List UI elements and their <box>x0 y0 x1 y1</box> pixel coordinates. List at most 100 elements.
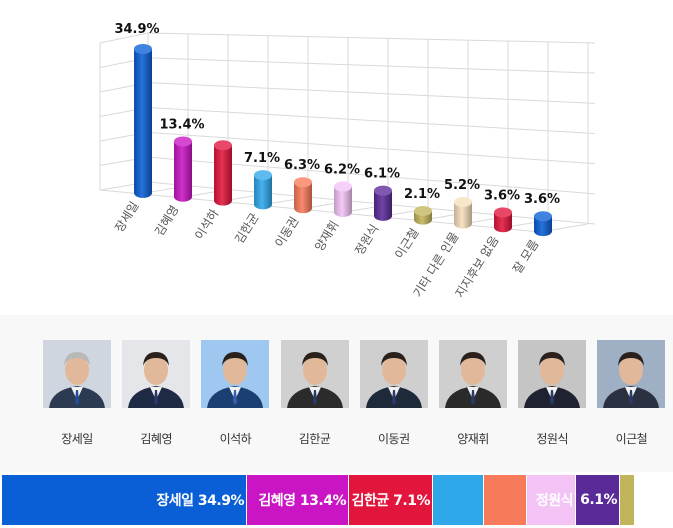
candidate-name: 이동권 <box>377 432 410 446</box>
candidate-name: 김혜영 <box>140 432 172 446</box>
bar-chart: 34.9% 13.4% 7.1% 6.3% 6.2% 6.1% 2.1% 5.2% 3.6% 3.… <box>99 22 596 300</box>
candidate-photo <box>518 340 587 408</box>
value-label-6: 6.1% <box>364 167 400 182</box>
candidate-name: 양재휘 <box>457 432 489 446</box>
value-label-9: 3.6% <box>484 188 520 203</box>
value-label-5: 6.2% <box>324 162 360 177</box>
category-label-5: 양재휘 <box>312 218 341 254</box>
grid-line <box>147 107 596 134</box>
category-label-3: 김한균 <box>232 211 261 247</box>
value-label-10: 3.6% <box>524 192 560 207</box>
bar-9 <box>494 207 512 233</box>
grid-line <box>147 82 596 104</box>
summary-segment-2: 김한균 7.1% <box>349 475 432 525</box>
candidate-photo <box>439 340 507 408</box>
value-label-3: 7.1% <box>244 151 280 166</box>
value-label-1: 13.4% <box>159 117 204 132</box>
bar-body <box>534 216 552 237</box>
candidate-card-5: 양재휘 <box>437 340 509 447</box>
summary-segment-7 <box>620 475 634 525</box>
bar-body <box>294 182 312 214</box>
bar-body <box>254 175 272 210</box>
category-label-7: 이근철 <box>392 226 421 262</box>
bar-4 <box>294 177 312 214</box>
bar-body <box>334 186 352 217</box>
candidate-photo <box>597 340 666 408</box>
candidate-card-7: 이근철 <box>595 340 667 447</box>
summary-segment-label: 장세일 34.9% <box>156 493 244 509</box>
candidate-name: 정원식 <box>536 432 568 446</box>
candidate-photo <box>201 340 270 408</box>
grid-line <box>147 131 596 165</box>
bar-10 <box>534 211 552 237</box>
summary-segment-1: 김혜영 13.4% <box>247 475 348 525</box>
candidate-panel: 장세일 김혜영 이석하 <box>0 315 673 472</box>
candidate-name: 이석하 <box>219 432 252 446</box>
candidate-photo <box>43 340 111 408</box>
bar-top <box>534 211 552 222</box>
bar-body <box>134 48 152 198</box>
category-label-4: 이동권 <box>272 214 301 250</box>
candidate-card-2: 이석하 <box>199 340 271 447</box>
candidate-name: 이근철 <box>615 432 648 446</box>
bar-6 <box>374 185 392 221</box>
summary-segment-6: 6.1% <box>576 475 619 525</box>
summary-segment-0: 장세일 34.9% <box>2 475 246 525</box>
bar-1 <box>174 136 192 202</box>
bar-top <box>454 197 472 208</box>
category-label-10: 잘 모름 <box>510 237 541 276</box>
bar-body <box>174 141 192 202</box>
bar-top <box>294 177 312 188</box>
grid-line <box>147 57 596 74</box>
category-label-0: 장세일 <box>112 199 141 235</box>
category-label-2: 이석하 <box>192 207 221 243</box>
value-label-8: 5.2% <box>444 178 480 193</box>
bar-top <box>214 140 232 151</box>
category-label-1: 김혜영 <box>152 203 181 239</box>
bar-body <box>494 212 512 233</box>
bar-top <box>174 136 192 147</box>
value-label-0: 34.9% <box>114 22 159 37</box>
summary-segment-label: 정원식 <box>535 493 574 509</box>
grid-line <box>99 32 149 44</box>
value-label-7: 2.1% <box>404 187 440 202</box>
category-label-9: 지지후보 없음 <box>453 233 502 300</box>
bar-top <box>254 170 272 181</box>
value-labels: 34.9% 13.4% 7.1% 6.3% 6.2% 6.1% 2.1% 5.2% 3.6% 3.… <box>114 22 560 207</box>
candidate-card-3: 김한균 <box>279 340 351 447</box>
value-label-4: 6.3% <box>284 158 320 173</box>
candidate-name: 장세일 <box>61 432 93 446</box>
bar-5 <box>334 181 352 217</box>
summary-bar: 장세일 34.9% 김혜영 13.4% 김한균 7.1% 정원식 6.1% <box>0 472 673 528</box>
bar-top <box>494 207 512 218</box>
summary-segment-5: 정원식 <box>527 475 575 525</box>
bar-body <box>454 202 472 229</box>
summary-segment-label: 김혜영 13.4% <box>258 493 346 509</box>
candidate-card-1: 김혜영 <box>120 340 192 447</box>
candidate-photo <box>122 340 191 408</box>
candidate-photo <box>359 340 428 408</box>
bar-body <box>374 190 392 221</box>
candidate-card-0: 장세일 <box>41 340 113 447</box>
bar-3 <box>254 170 272 210</box>
candidate-card-4: 이동권 <box>358 340 430 447</box>
bar-top <box>414 205 432 216</box>
bar-8 <box>454 197 472 229</box>
candidate-card-6: 정원식 <box>516 340 588 447</box>
bar-0 <box>134 43 152 198</box>
bar-top <box>334 181 352 192</box>
summary-segment-label: 김한균 7.1% <box>351 493 431 509</box>
bar-2 <box>214 140 232 206</box>
bar-body <box>214 145 232 206</box>
bar-7 <box>414 205 432 225</box>
summary-segment-4 <box>484 475 526 525</box>
bar-top <box>134 43 152 54</box>
bar-top <box>374 185 392 196</box>
category-label-6: 정원식 <box>352 222 381 258</box>
candidate-name: 김한균 <box>298 432 331 446</box>
chart-bars <box>134 43 552 237</box>
grid-line <box>147 32 596 44</box>
summary-segment-3 <box>433 475 483 525</box>
candidate-photo <box>280 340 349 408</box>
